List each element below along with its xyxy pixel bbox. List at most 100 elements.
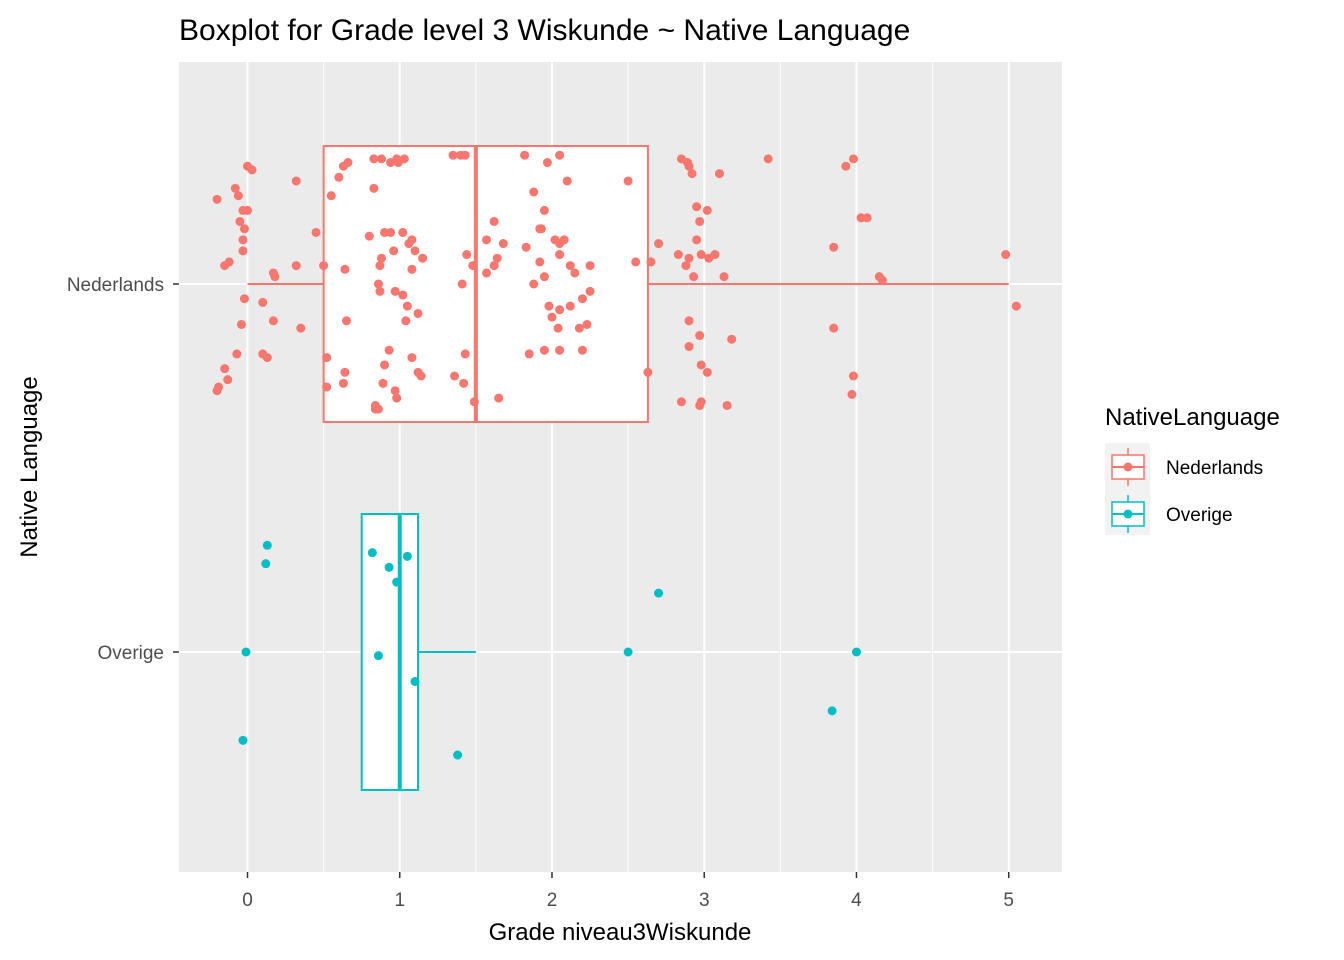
data-point (539, 205, 549, 215)
data-point (340, 367, 350, 377)
data-point (378, 378, 388, 388)
data-point (696, 360, 706, 370)
data-point (851, 647, 861, 657)
data-point (555, 150, 565, 160)
data-point (684, 253, 694, 263)
x-tick-label: 1 (394, 890, 405, 911)
data-point (390, 286, 400, 296)
data-point (631, 257, 641, 267)
legend-key-nederlands (1111, 448, 1145, 486)
data-point (544, 301, 554, 311)
data-point (841, 161, 851, 171)
data-point (710, 250, 720, 260)
data-point (238, 735, 248, 745)
data-point (407, 235, 417, 245)
data-point (829, 242, 839, 252)
data-point (380, 360, 390, 370)
legend: NativeLanguage Nederlands Overige (1105, 404, 1280, 535)
data-point (681, 261, 691, 271)
data-point (582, 319, 592, 329)
data-point (714, 169, 724, 179)
data-point (492, 253, 502, 263)
data-point (402, 301, 412, 311)
data-point (489, 216, 499, 226)
data-point (450, 371, 460, 381)
data-point (410, 676, 420, 686)
data-point (585, 261, 595, 271)
data-point (719, 272, 729, 282)
y-tick-label: Overige (97, 643, 164, 664)
data-point (233, 191, 243, 201)
data-point (468, 261, 478, 271)
legend-key-point (1123, 462, 1133, 472)
data-point (623, 176, 633, 186)
legend-label: Nederlands (1166, 458, 1263, 479)
legend-label: Overige (1166, 505, 1233, 526)
data-point (407, 264, 417, 274)
data-point (682, 158, 692, 168)
data-point (319, 261, 329, 271)
data-point (482, 235, 492, 245)
data-point (555, 250, 565, 260)
data-point (692, 202, 702, 212)
data-point (326, 191, 336, 201)
data-point (448, 150, 458, 160)
data-point (212, 194, 222, 204)
data-point (340, 264, 350, 274)
data-point (460, 150, 470, 160)
x-tick-label: 3 (699, 890, 710, 911)
data-point (459, 378, 469, 388)
data-point (684, 342, 694, 352)
data-point (230, 183, 240, 193)
data-point (262, 540, 272, 550)
data-point (239, 294, 249, 304)
data-point (392, 577, 402, 587)
points-overige (238, 540, 861, 760)
x-tick-label: 0 (242, 890, 253, 911)
data-point (341, 316, 351, 326)
data-point (457, 279, 467, 289)
data-point (232, 349, 242, 359)
data-point (565, 261, 575, 271)
data-point (692, 235, 702, 245)
data-point (763, 154, 773, 164)
data-point (311, 227, 321, 237)
data-point (1001, 250, 1011, 260)
data-point (220, 261, 230, 271)
data-point (536, 224, 546, 234)
data-point (482, 268, 492, 278)
data-point (247, 165, 257, 175)
data-point (687, 169, 697, 179)
data-point (338, 378, 348, 388)
data-point (847, 389, 857, 399)
data-point (373, 651, 383, 661)
data-point (585, 286, 595, 296)
data-point (398, 290, 408, 300)
data-point (369, 183, 379, 193)
data-point (565, 301, 575, 311)
data-point (695, 331, 705, 341)
data-point (521, 242, 531, 252)
data-point (373, 279, 383, 289)
data-point (539, 272, 549, 282)
data-point (547, 312, 557, 322)
legend-key-overige (1111, 495, 1145, 533)
data-point (684, 316, 694, 326)
data-point (460, 349, 470, 359)
data-point (562, 176, 572, 186)
data-point (498, 239, 508, 249)
data-point (577, 345, 587, 355)
data-point (469, 397, 479, 407)
legend-key-point (1123, 509, 1133, 519)
data-point (389, 246, 399, 256)
data-point (535, 257, 545, 267)
data-point (553, 323, 563, 333)
data-point (539, 345, 549, 355)
data-point (334, 172, 344, 182)
data-point (243, 205, 253, 215)
data-point (862, 213, 872, 223)
data-point (258, 349, 268, 359)
data-point (375, 261, 385, 271)
data-point (574, 323, 584, 333)
data-point (390, 386, 400, 396)
